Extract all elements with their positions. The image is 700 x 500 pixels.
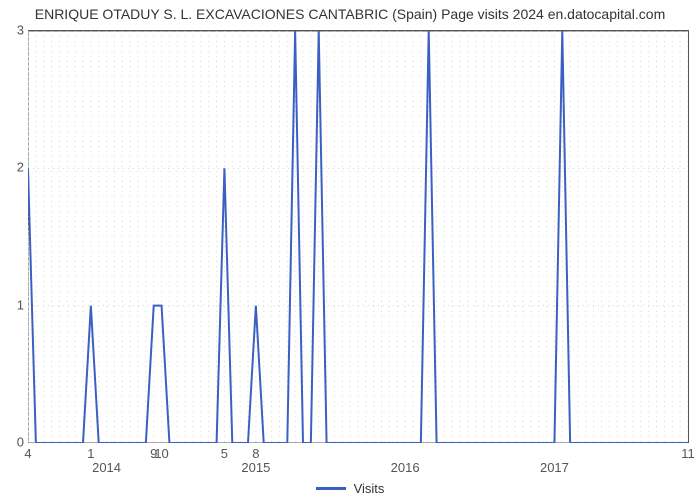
x-value-label: 10 [154,446,168,461]
chart-plot-area [28,30,689,443]
y-tick-label: 2 [4,160,24,175]
x-group-label: 2015 [241,460,270,475]
x-group-label: 2014 [92,460,121,475]
x-value-label: 8 [252,446,259,461]
x-value-label: 11 [681,446,695,461]
chart-title: ENRIQUE OTADUY S. L. EXCAVACIONES CANTAB… [0,6,700,22]
legend-swatch [316,487,346,490]
y-tick-label: 3 [4,23,24,38]
legend-label: Visits [354,481,385,496]
x-group-label: 2016 [391,460,420,475]
y-tick-label: 0 [4,435,24,450]
legend: Visits [0,480,700,496]
x-value-label: 4 [24,446,31,461]
x-group-label: 2017 [540,460,569,475]
x-value-label: 1 [87,446,94,461]
y-tick-label: 1 [4,297,24,312]
x-value-label: 5 [221,446,228,461]
